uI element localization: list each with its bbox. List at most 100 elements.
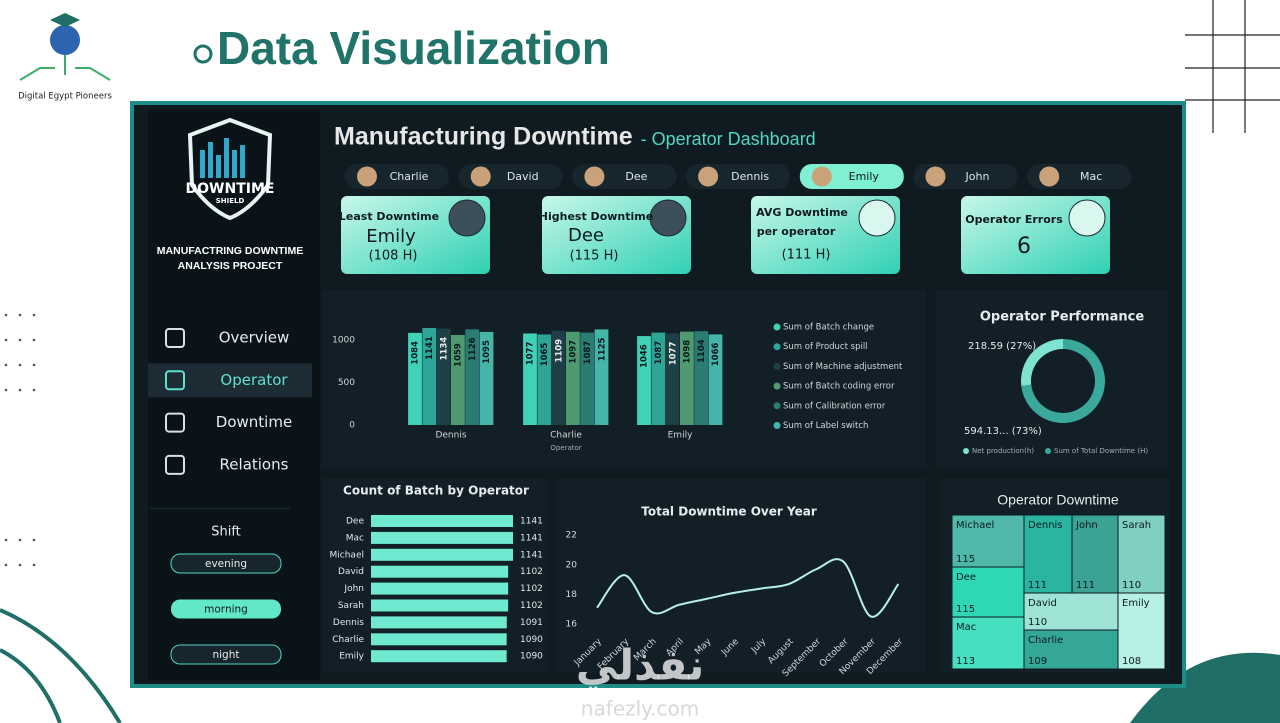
data-label: 1046 [640,344,650,368]
shift-button[interactable] [170,644,282,665]
data-label: 1091 [520,618,543,628]
operator-name: Dennis [731,170,769,183]
operator-name: Dee [625,170,647,183]
treemap-label: Michael [956,520,994,531]
bar [566,331,580,425]
legend-swatch [773,402,781,410]
treemap-cell [1023,514,1073,594]
legend-label: Sum of Calibration error [783,401,886,411]
legend-swatch [773,382,781,390]
y-tick-label: Mac [346,533,364,543]
operator-avatar [811,166,832,187]
bar [371,565,509,578]
data-label: 1102 [520,567,543,577]
chart-title: Operator Performance [980,310,1144,325]
nav-item[interactable]: Downtime [216,413,292,431]
operator-avatar [357,166,377,187]
shift-button[interactable] [171,599,281,619]
shift-label: night [212,649,239,661]
bar [451,334,465,425]
x-axis-label: Operator [550,444,581,452]
data-label: 1098 [683,340,693,364]
treemap-cell [1117,592,1166,670]
kpi-detail: (115 H) [570,249,619,264]
nav-item[interactable]: Relations [220,455,289,473]
donut-slice [1021,339,1063,386]
y-tick-label: 0 [349,421,355,431]
logo-subtitle: SHIELD [216,197,245,205]
data-label: 1065 [540,343,550,367]
y-tick-label: 22 [566,531,577,541]
divider [150,508,290,509]
kpi-label: Least Downtime [339,210,439,223]
bar [537,334,552,425]
corner-shape [1130,652,1280,723]
legend-label: Net production(h) [972,447,1034,455]
shift-title: Shift [211,525,241,540]
treemap-label: Charlie [1028,635,1063,646]
shift-button[interactable] [170,553,282,574]
data-label: 1066 [711,342,721,366]
kpi-label: AVG Downtime [756,206,848,219]
treemap-cell [1023,629,1119,670]
kpi-label: per operator [757,225,836,238]
y-tick-label: 1000 [332,336,355,346]
kpi-value: Dee [568,225,604,246]
operator-avatar [925,166,946,187]
bar [371,633,507,646]
data-label: 1059 [454,343,464,367]
data-label: 1125 [597,337,607,361]
data-label: 1077 [668,342,678,366]
bar [408,332,422,425]
data-label: 594.13... (73%) [964,426,1042,437]
y-tick-label: 16 [566,620,578,630]
dashboard-title: Manufacturing Downtime [334,123,633,151]
bar [371,650,507,663]
treemap-value: 111 [1076,580,1095,591]
bar [371,531,513,544]
slide-title: Data Visualization [217,22,610,74]
treemap-label: John [1075,520,1098,531]
logo [19,13,111,81]
bar [422,328,437,425]
bar [465,329,480,425]
logo-bars [200,138,245,178]
dashboard-subtitle: - Operator Dashboard [641,129,816,149]
operator-name: Charlie [390,170,429,183]
data-label: 1141 [520,533,543,543]
y-tick-label: John [343,584,364,594]
y-tick-label: 500 [338,378,355,388]
y-tick-label: Charlie [332,635,364,645]
kpi-icon [858,199,896,237]
y-tick-label: 18 [566,590,578,600]
watermark: نفذلي [576,641,705,691]
project-name: MANUFACTRING DOWNTIME [157,245,303,257]
logo-title: DOWNTIME [186,181,275,197]
nav-item[interactable]: Overview [219,329,290,347]
data-label: 1097 [569,340,579,364]
treemap-label: David [1028,598,1057,609]
nav-icon [165,328,185,348]
decoration [1185,0,1280,133]
nav-icon [165,412,185,433]
kpi-icon [448,199,486,237]
data-label: 1090 [520,652,543,662]
y-tick-label: Michael [330,550,364,560]
legend-label: Sum of Batch coding error [783,382,895,392]
operator-name: Mac [1080,170,1102,183]
chart-title: Operator Downtime [997,492,1119,508]
bar [371,548,513,561]
bar [551,330,566,425]
treemap-value: 113 [956,656,975,667]
data-label: 1104 [697,339,707,363]
y-tick-label: Dee [346,517,364,527]
legend-swatch [773,343,781,351]
bar [523,333,537,425]
y-tick-label: David [338,567,364,577]
y-tick-label: Sarah [338,601,364,611]
data-label: 1141 [520,517,543,527]
nav-active [148,363,312,398]
treemap-value: 110 [1028,617,1047,628]
nav-item[interactable]: Operator [220,371,288,389]
treemap-label: Emily [1122,598,1150,609]
